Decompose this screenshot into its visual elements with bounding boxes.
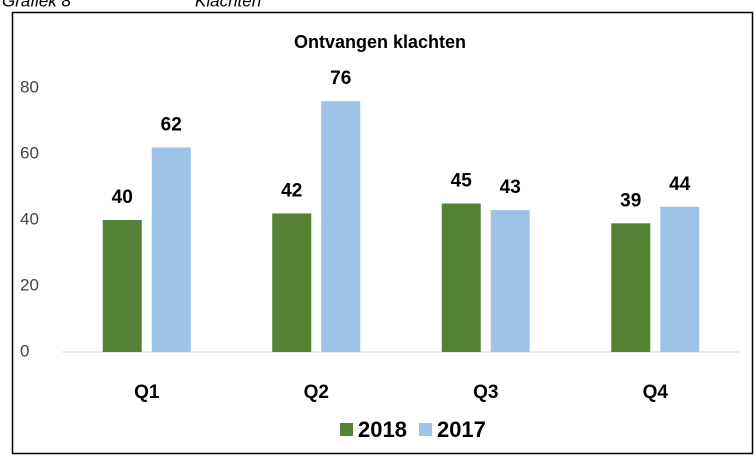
data-label: 42 xyxy=(281,180,302,201)
header-label: Grafiek 8 xyxy=(2,0,72,10)
data-label: 76 xyxy=(330,68,351,89)
bar xyxy=(441,203,481,352)
chart-border xyxy=(11,11,754,455)
x-tick-label: Q1 xyxy=(134,382,160,403)
legend-label: 2018 xyxy=(358,417,407,442)
y-tick-label: 60 xyxy=(20,143,39,162)
bar xyxy=(490,210,530,352)
x-tick-label: Q4 xyxy=(643,382,669,403)
bar xyxy=(611,223,651,352)
y-tick-label: 0 xyxy=(20,341,29,360)
x-tick-label: Q3 xyxy=(473,382,498,403)
data-label: 62 xyxy=(161,114,182,135)
bar xyxy=(151,147,191,352)
bar xyxy=(660,206,700,352)
x-tick-label: Q2 xyxy=(304,382,329,403)
y-tick-label: 20 xyxy=(20,275,39,294)
data-label: 40 xyxy=(112,187,133,208)
legend-swatch xyxy=(340,423,353,436)
y-tick-label: 40 xyxy=(20,209,39,228)
data-label: 43 xyxy=(500,177,521,198)
header-title: Klachten xyxy=(195,0,261,10)
legend-swatch xyxy=(418,423,432,436)
bar xyxy=(272,213,312,352)
bar xyxy=(321,101,361,352)
chart-title: Ontvangen klachten xyxy=(294,32,466,52)
data-label: 39 xyxy=(620,190,641,211)
data-label: 44 xyxy=(669,174,691,195)
data-label: 45 xyxy=(451,171,473,192)
bar xyxy=(102,220,142,352)
y-tick-label: 80 xyxy=(20,77,39,96)
legend-label: 2017 xyxy=(437,417,486,442)
